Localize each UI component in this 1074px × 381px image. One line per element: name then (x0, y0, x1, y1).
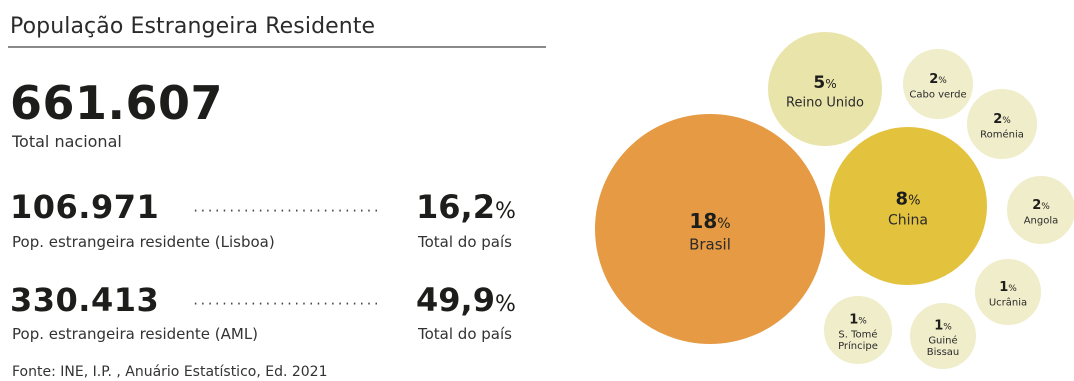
bubble-value: 1% (999, 280, 1017, 295)
bubble-cabo-verde: 2% Cabo verde (901, 47, 975, 121)
aml-percent-symbol: % (494, 292, 516, 317)
bubble-label: Cabo verde (909, 89, 966, 100)
bubble-label: Príncipe (838, 340, 878, 352)
bubble-circle (908, 301, 978, 371)
summary-panel: População Estrangeira Residente 661.607 … (8, 14, 546, 380)
page-title: População Estrangeira Residente (10, 14, 376, 39)
aml-label: Pop. estrangeira residente (AML) (12, 325, 259, 343)
total-label: Total nacional (12, 132, 122, 151)
bubble-value: 1% (849, 312, 867, 327)
bubble-label: Roménia (980, 128, 1024, 140)
bubble-circle (827, 125, 989, 287)
title-divider (8, 46, 546, 48)
bubble-value: 18% (689, 209, 730, 233)
bubble-label: Reino Unido (786, 96, 864, 111)
lisboa-percent-label: Total do país (418, 233, 512, 251)
arrow-icon: ·································› (192, 297, 382, 311)
bubble-brasil: 18% Brasil (593, 112, 827, 346)
bubble-circle (901, 47, 975, 121)
aml-value: 330.413 (10, 281, 160, 319)
bubble-ucrania: 1%Ucrânia (973, 257, 1043, 327)
bubble-label: Guiné (928, 335, 957, 347)
bubble-romenia: 2%Roménia (965, 87, 1039, 161)
lisboa-percent-number: 16,2 (416, 188, 495, 226)
bubble-circle (973, 257, 1043, 327)
bubble-value: 8% (896, 189, 921, 210)
aml-percent-label: Total do país (418, 325, 512, 343)
bubble-label: China (888, 213, 928, 229)
bubble-circle (965, 87, 1039, 161)
bubble-value: 1% (934, 318, 952, 333)
bubble-value: 2% (929, 72, 947, 87)
bubble-label: Angola (1024, 215, 1059, 226)
bubble-china: 8% China (827, 125, 989, 287)
bubble-circle (1005, 174, 1074, 246)
bubble-angola: 2% Angola (1005, 174, 1074, 246)
bubble-reino-unido: 5% Reino Unido (766, 30, 884, 148)
bubble-label: Ucrânia (989, 296, 1027, 308)
bubble-value: 2% (993, 112, 1011, 127)
aml-percent-number: 49,9 (416, 281, 495, 319)
bubble-value: 2% (1032, 198, 1050, 213)
bubble-value: 5% (813, 73, 836, 93)
lisboa-percent-symbol: % (494, 199, 516, 224)
aml-percent: 49,9% (416, 281, 516, 319)
lisboa-percent: 16,2% (416, 188, 516, 226)
bubble-circle (766, 30, 884, 148)
lisboa-label: Pop. estrangeira residente (Lisboa) (12, 233, 275, 251)
total-value: 661.607 (10, 76, 224, 130)
bubble-chart: 18% Brasil 8% China 5% Reino Unido 2% Cabo verd… (593, 30, 1074, 371)
lisboa-value: 106.971 (10, 188, 160, 226)
arrow-icon: ·································› (192, 204, 382, 218)
bubble-circle (822, 294, 894, 366)
bubble-circle (593, 112, 827, 346)
bubble-label: Bissau (927, 347, 960, 358)
bubble-label: Brasil (689, 236, 731, 254)
bubble-label: S. Tomé (838, 329, 877, 341)
source-note: Fonte: INE, I.P. , Anuário Estatístico, … (12, 364, 328, 380)
